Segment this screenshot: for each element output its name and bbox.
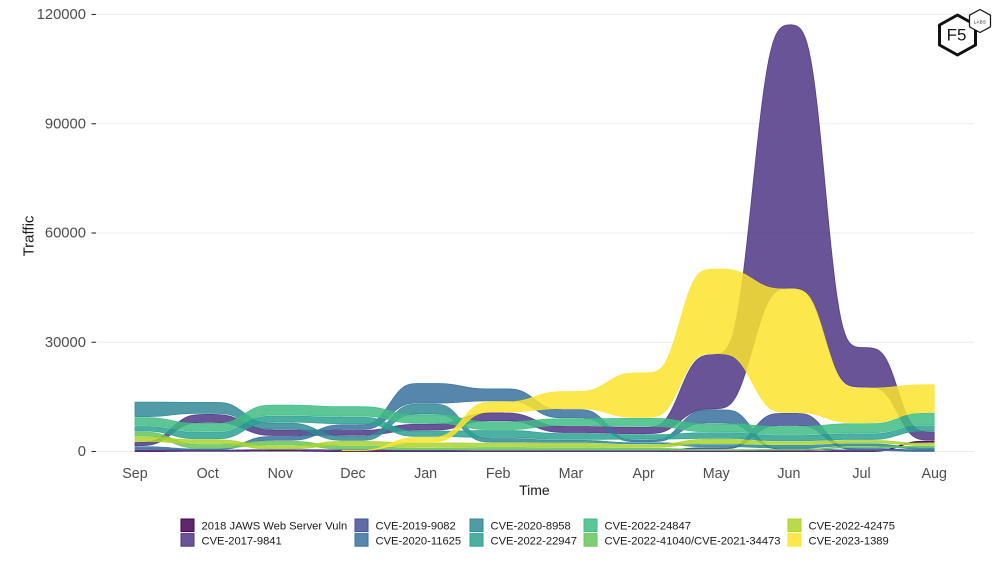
svg-text:Jun: Jun — [777, 466, 800, 482]
svg-text:CVE-2022-41040/CVE-2021-34473: CVE-2022-41040/CVE-2021-34473 — [605, 535, 781, 547]
svg-text:60000: 60000 — [45, 226, 86, 242]
svg-text:Dec: Dec — [340, 466, 365, 482]
svg-text:CVE-2022-24847: CVE-2022-24847 — [605, 521, 691, 533]
svg-text:CVE-2017-9841: CVE-2017-9841 — [202, 535, 282, 547]
svg-text:30000: 30000 — [45, 335, 86, 351]
svg-text:Nov: Nov — [268, 466, 294, 482]
svg-text:Oct: Oct — [197, 466, 219, 482]
svg-text:CVE-2022-22947: CVE-2022-22947 — [491, 535, 577, 547]
svg-text:CVE-2023-1389: CVE-2023-1389 — [809, 535, 889, 547]
svg-text:Jan: Jan — [414, 466, 437, 482]
svg-text:90000: 90000 — [45, 116, 86, 132]
svg-text:0: 0 — [78, 444, 86, 460]
svg-text:LABS: LABS — [974, 20, 986, 25]
svg-text:120000: 120000 — [37, 7, 86, 23]
svg-text:Traffic: Traffic — [21, 215, 38, 256]
svg-text:Mar: Mar — [559, 466, 584, 482]
svg-text:Jul: Jul — [852, 466, 870, 482]
svg-text:CVE-2019-9082: CVE-2019-9082 — [376, 521, 456, 533]
svg-text:F5: F5 — [947, 26, 967, 45]
svg-text:CVE-2020-11625: CVE-2020-11625 — [376, 535, 462, 547]
svg-text:Time: Time — [519, 482, 550, 498]
svg-text:Aug: Aug — [921, 466, 946, 482]
svg-text:2018 JAWS Web Server Vuln: 2018 JAWS Web Server Vuln — [202, 521, 348, 533]
svg-text:May: May — [703, 466, 731, 482]
svg-text:Feb: Feb — [486, 466, 511, 482]
svg-text:Apr: Apr — [632, 466, 654, 482]
svg-text:Sep: Sep — [122, 466, 147, 482]
svg-text:CVE-2020-8958: CVE-2020-8958 — [491, 521, 571, 533]
svg-text:CVE-2022-42475: CVE-2022-42475 — [809, 521, 895, 533]
